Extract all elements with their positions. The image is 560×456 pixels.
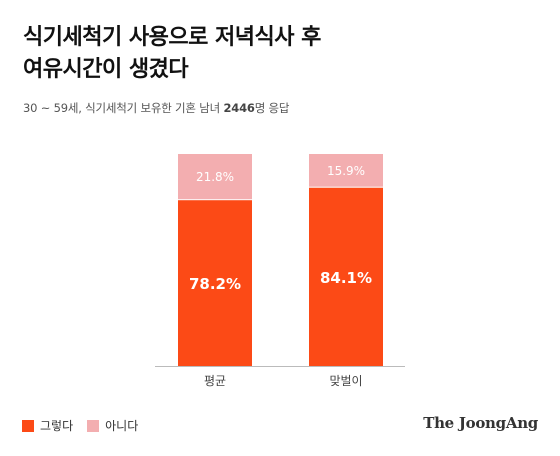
data-label-no-1: 21.8% [196,170,234,184]
legend-item-yes: 그렇다 [22,417,73,434]
x-tick-label-1: 평균 [204,374,226,388]
subtitle-count: 2446 [223,101,255,115]
chart-subtitle: 30 ~ 59세, 식기세척기 보유한 기혼 남녀 2446명 응답 [23,100,290,116]
legend: 그렇다 아니다 [22,417,138,434]
legend-label-yes: 그렇다 [40,419,74,433]
legend-swatch-no [87,419,100,432]
legend-item-no: 아니다 [87,417,138,434]
bar-yes-2 [309,187,383,366]
data-label-no-2: 15.9% [327,164,365,178]
x-tick-label-2: 맞벌이 [329,374,362,388]
data-label-yes-1: 78.2% [189,275,241,293]
title-line-2: 여유시간이 생겼다 [23,57,189,82]
brand-logo: The JoongAng [423,414,538,432]
data-label-yes-2: 84.1% [320,269,372,287]
legend-label-no: 아니다 [105,419,139,433]
chart-title: 식기세척기 사용으로 저녁식사 후 여유시간이 생겼다 [23,22,321,86]
bar-yes-1 [178,200,252,366]
subtitle-suffix: 명 응답 [254,101,290,115]
subtitle-prefix: 30 ~ 59세, 식기세척기 보유한 기혼 남녀 [23,101,224,115]
bar-no-2 [309,154,383,187]
legend-swatch-yes [22,419,34,432]
bar-no-1 [178,154,252,200]
title-line-1: 식기세척기 사용으로 저녁식사 후 [23,25,321,50]
